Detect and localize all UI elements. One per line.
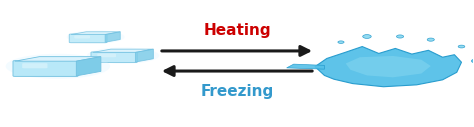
FancyBboxPatch shape	[91, 52, 137, 62]
FancyBboxPatch shape	[13, 61, 78, 76]
Polygon shape	[105, 32, 120, 42]
Ellipse shape	[363, 35, 371, 38]
Ellipse shape	[397, 35, 403, 38]
FancyBboxPatch shape	[69, 34, 107, 43]
Text: Freezing: Freezing	[201, 84, 273, 99]
Polygon shape	[76, 57, 101, 76]
Ellipse shape	[338, 41, 344, 43]
Polygon shape	[15, 57, 101, 61]
Ellipse shape	[6, 54, 110, 79]
FancyBboxPatch shape	[22, 63, 47, 68]
Ellipse shape	[458, 45, 465, 48]
Polygon shape	[315, 46, 462, 87]
FancyBboxPatch shape	[97, 54, 116, 57]
FancyBboxPatch shape	[74, 35, 90, 38]
Polygon shape	[346, 56, 431, 77]
Ellipse shape	[427, 38, 434, 41]
Ellipse shape	[67, 30, 125, 44]
Ellipse shape	[472, 59, 474, 63]
Ellipse shape	[87, 47, 159, 64]
Polygon shape	[136, 49, 154, 62]
Text: Heating: Heating	[203, 23, 271, 38]
Polygon shape	[71, 32, 120, 35]
Polygon shape	[93, 49, 154, 52]
Polygon shape	[287, 64, 324, 69]
